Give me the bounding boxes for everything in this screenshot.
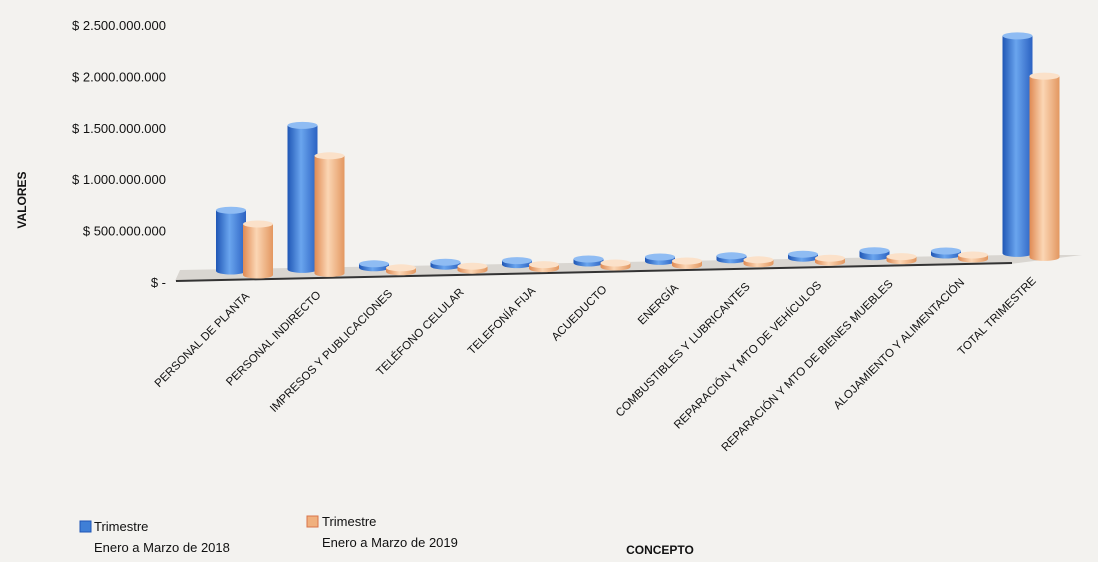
bar-cap — [457, 262, 488, 270]
x-tick-label: TOTAL TRIMESTRE — [956, 275, 1039, 358]
bar-2018 — [502, 257, 532, 269]
y-tick-label: $ 2.500.000.000 — [72, 18, 166, 33]
bar-cap — [931, 247, 961, 255]
bar-2018 — [645, 253, 675, 265]
bar-2018 — [216, 206, 246, 275]
legend-swatch-2019 — [306, 515, 319, 528]
bar-body — [216, 210, 246, 275]
bar-2018 — [859, 247, 890, 261]
bar-body — [243, 224, 273, 279]
legend-label-2018-line1: Trimestre — [94, 519, 148, 534]
legend: Trimestre Enero a Marzo de 2018 Trimestr… — [79, 514, 458, 555]
x-axis-title: CONCEPTO — [626, 543, 694, 557]
bar-cap — [359, 260, 389, 268]
bar-2018 — [359, 260, 389, 272]
bar-cap — [430, 258, 461, 266]
bar-cap — [859, 247, 890, 255]
bar-cap — [788, 250, 818, 258]
bar-2018 — [931, 247, 961, 259]
bar-2019 — [457, 262, 488, 274]
legend-label-2019-line2: Enero a Marzo de 2019 — [322, 535, 458, 550]
legend-label-2018-line2: Enero a Marzo de 2018 — [94, 540, 230, 555]
bar-cap — [815, 254, 845, 262]
bar-2019 — [600, 259, 631, 271]
bar-2019 — [386, 264, 416, 276]
y-axis-ticks: $ - $ 500.000.000 $ 1.000.000.000 $ 1.500.0… — [72, 18, 166, 290]
bar-cap — [886, 253, 917, 261]
y-tick-label: $ 500.000.000 — [83, 224, 166, 239]
bar-2019 — [886, 253, 917, 265]
x-tick-label: REPARACIÓN Y MTO DE VEHÍCULOS — [671, 279, 824, 432]
bar-2018 — [716, 252, 747, 264]
y-tick-label: $ - — [151, 275, 166, 290]
bar-cap — [1002, 32, 1033, 40]
legend-item-2019: Trimestre Enero a Marzo de 2019 — [306, 514, 458, 550]
bar-2018 — [788, 250, 818, 262]
legend-swatch-2018 — [79, 520, 92, 533]
x-tick-label: ENERGÍA — [635, 281, 681, 327]
bar-2019 — [815, 254, 845, 266]
bars-layer — [216, 32, 1060, 279]
bar-cap — [287, 121, 318, 129]
x-tick-label: ACUEDUCTO — [550, 284, 610, 344]
bar-body — [314, 155, 345, 277]
y-tick-label: $ 2.000.000.000 — [72, 69, 166, 84]
bar-body — [1029, 76, 1060, 261]
bar-2018 — [430, 258, 461, 270]
bar-2019 — [243, 220, 273, 279]
bar-2019 — [314, 152, 345, 277]
bar-cap — [386, 264, 416, 272]
legend-label-2019-line1: Trimestre — [322, 514, 376, 529]
bar-cap — [672, 257, 702, 265]
x-tick-label: ALOJAMIENTO Y ALIMENTACIÓN — [831, 276, 967, 412]
x-tick-label: TELEFONÍA FIJA — [465, 284, 538, 357]
bar-cap — [1029, 72, 1060, 80]
bar-cap — [216, 206, 246, 214]
bar-cap — [716, 252, 747, 260]
x-axis-line — [175, 262, 1013, 282]
bar-cap — [314, 152, 345, 160]
bar-cap — [243, 220, 273, 228]
x-tick-label: COMBUSTIBLES Y LUBRICANTES — [614, 281, 753, 420]
bar-2019 — [743, 256, 774, 268]
y-tick-label: $ 1.000.000.000 — [72, 172, 166, 187]
bar-2019 — [958, 251, 988, 263]
bar-2018 — [287, 121, 318, 273]
bar-cap — [529, 261, 559, 269]
bar-2018 — [1002, 32, 1033, 257]
bar-2019 — [1029, 72, 1060, 261]
bar-2019 — [672, 257, 702, 269]
bar-cap — [502, 257, 532, 265]
bar-cap — [645, 253, 675, 261]
bar-2018 — [573, 255, 604, 267]
bar-cap — [743, 256, 774, 264]
bar-cap — [600, 259, 631, 267]
y-axis-title: VALORES — [15, 171, 29, 228]
y-tick-label: $ 1.500.000.000 — [72, 121, 166, 136]
bar-body — [1002, 35, 1033, 257]
bar-cap — [573, 255, 604, 263]
bar-cap — [958, 251, 988, 259]
legend-item-2018: Trimestre Enero a Marzo de 2018 — [79, 519, 230, 555]
bar-body — [287, 125, 318, 273]
x-tick-label: IMPRESOS Y PUBLICACIONES — [268, 288, 395, 415]
bar-2019 — [529, 261, 559, 273]
